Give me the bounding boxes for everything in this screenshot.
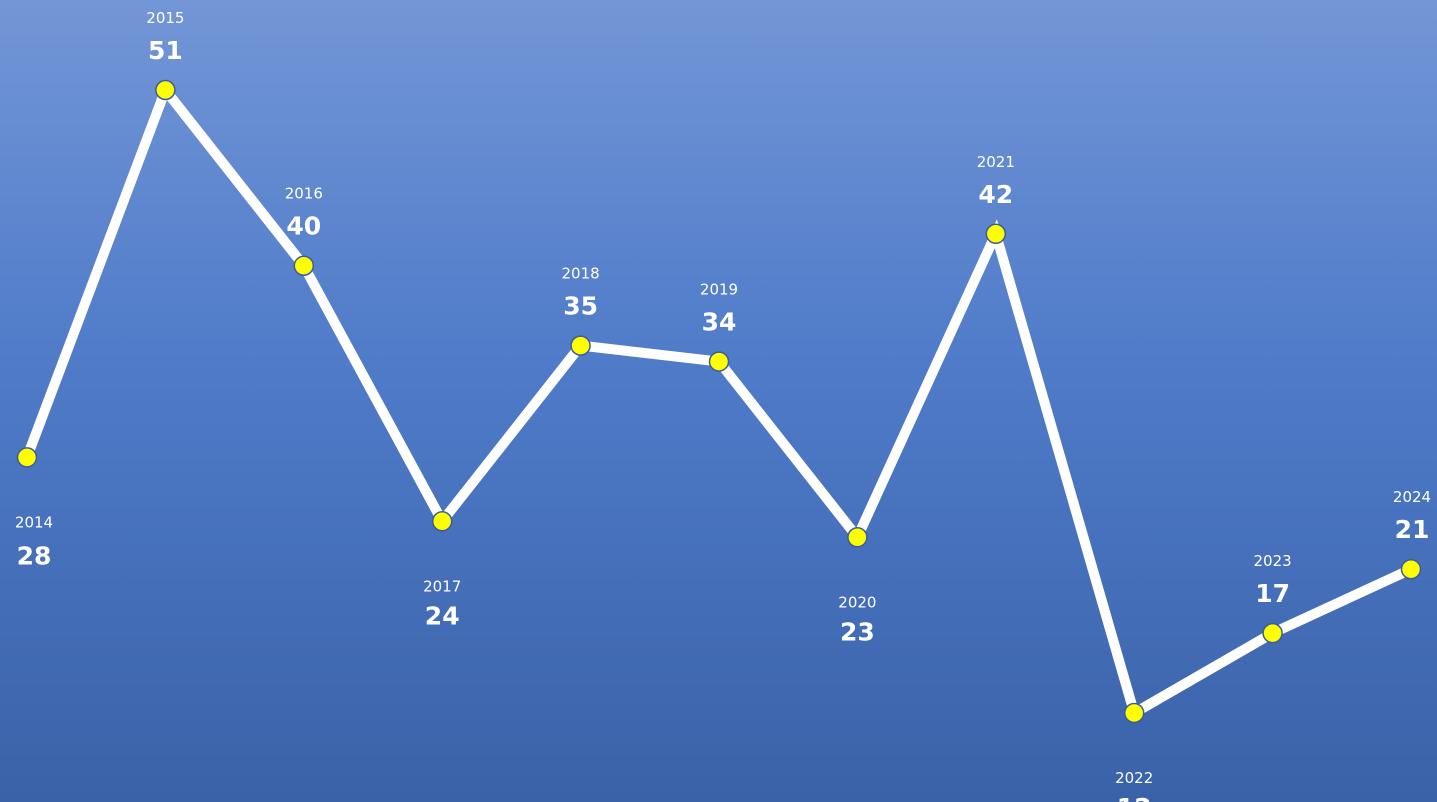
- data-point-2018: [570, 335, 591, 356]
- year-label-2017: 2017: [423, 577, 461, 595]
- value-label-2019: 34: [702, 308, 737, 337]
- series-line: [22, 79, 1416, 721]
- year-label-2024: 2024: [1393, 488, 1431, 506]
- year-label-2014: 2014: [15, 513, 53, 531]
- year-label-2016: 2016: [285, 185, 323, 203]
- value-label-2016: 40: [286, 212, 321, 241]
- value-label-2015: 51: [148, 36, 183, 65]
- data-point-2017: [431, 511, 453, 532]
- data-point-2020: [847, 527, 868, 548]
- data-point-2014: [16, 447, 38, 468]
- data-point-2022: [1123, 702, 1145, 724]
- year-label-2020: 2020: [838, 593, 876, 611]
- data-point-2023: [1262, 622, 1283, 644]
- year-label-2023: 2023: [1254, 552, 1292, 570]
- year-label-2018: 2018: [562, 265, 600, 283]
- value-label-2024: 21: [1395, 515, 1430, 544]
- data-points: [16, 79, 1422, 724]
- year-label-2019: 2019: [700, 281, 738, 299]
- data-labels: 2014 28 2015 51 2016 40 2017 24 2018 35 2019 34 2020…: [15, 9, 1431, 802]
- value-label-2023: 17: [1255, 579, 1290, 608]
- data-point-2016: [293, 255, 315, 276]
- data-point-2015: [155, 79, 176, 101]
- year-label-2022: 2022: [1115, 769, 1153, 787]
- data-point-2024: [1400, 558, 1422, 580]
- value-label-2020: 23: [840, 617, 875, 646]
- data-point-2019: [708, 351, 730, 372]
- data-point-2021: [985, 223, 1007, 245]
- value-label-2022: 12: [1117, 793, 1152, 802]
- value-label-2021: 42: [978, 180, 1013, 209]
- year-label-2021: 2021: [977, 153, 1015, 171]
- value-label-2014: 28: [17, 541, 52, 570]
- value-label-2018: 35: [563, 292, 598, 321]
- year-label-2015: 2015: [146, 9, 184, 27]
- value-label-2017: 24: [425, 601, 460, 630]
